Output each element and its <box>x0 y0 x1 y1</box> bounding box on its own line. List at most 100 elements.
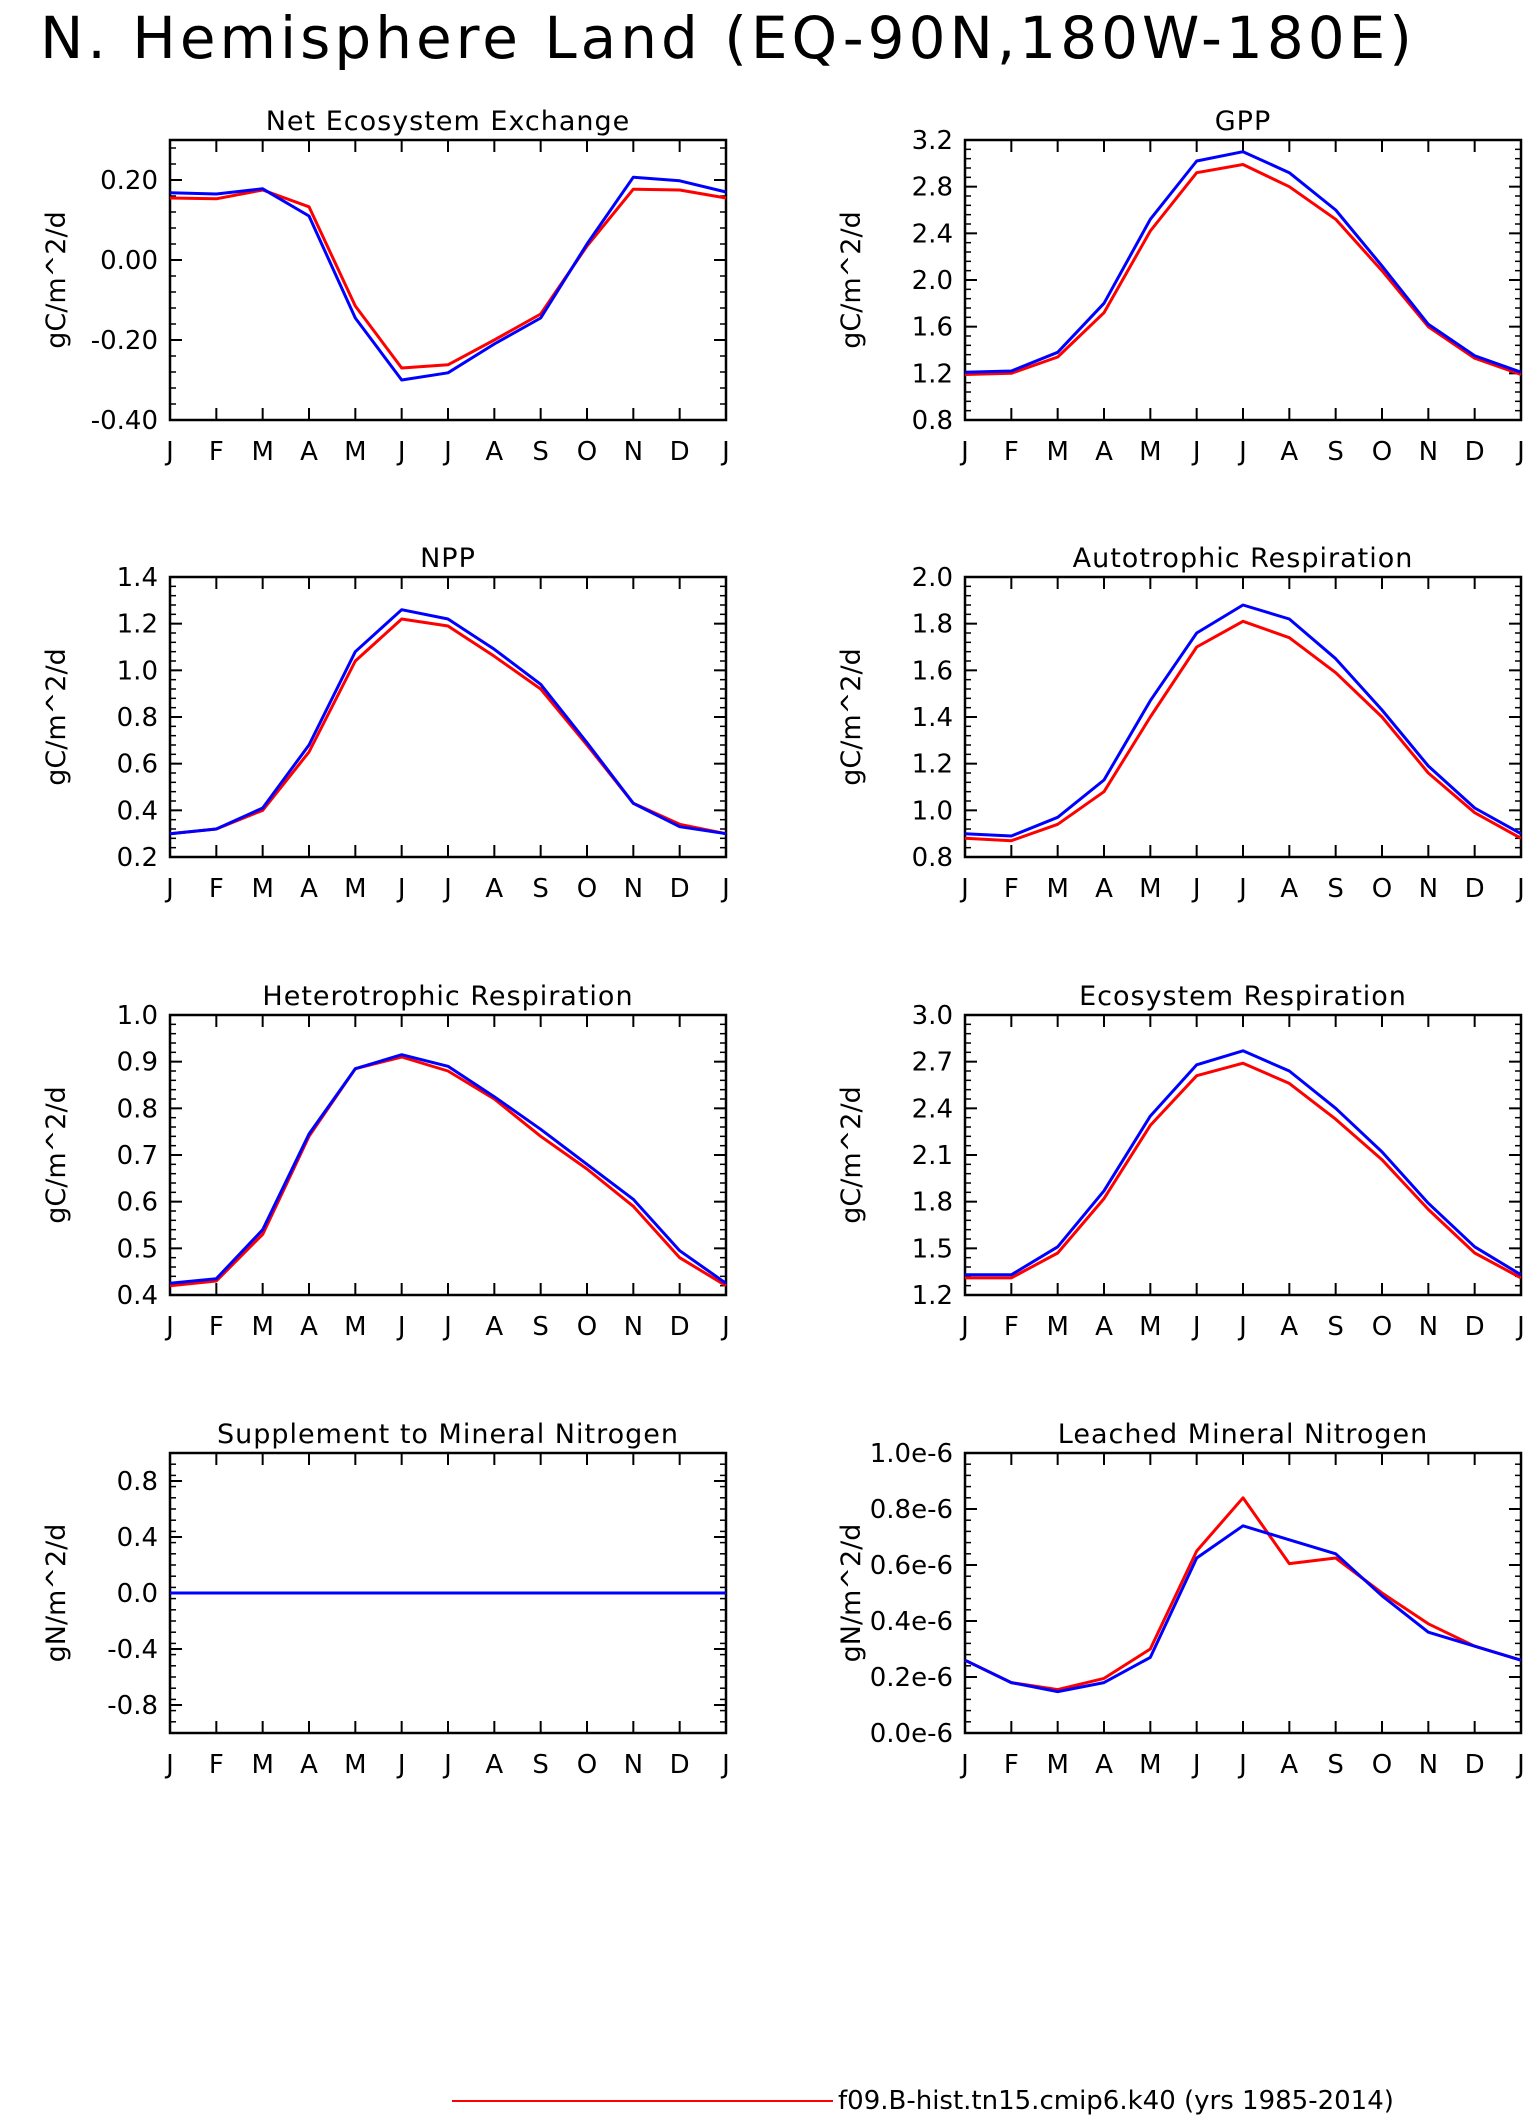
series-line-blue <box>169 608 727 836</box>
series-line-red <box>169 187 727 370</box>
x-tick-label: J <box>1515 437 1525 467</box>
x-tick-label: J <box>959 437 969 467</box>
legend-label: f09.B-hist.tn15.cmip6.k40 (yrs 1985-2014… <box>838 2086 1394 2116</box>
x-tick-label: O <box>1372 1750 1392 1780</box>
y-axis-label: gC/m^2/d <box>41 648 72 785</box>
x-tick-label: S <box>1327 437 1344 467</box>
x-tick-label: F <box>209 1750 224 1780</box>
y-axis-label: gC/m^2/d <box>836 211 867 348</box>
x-tick-label: F <box>1004 874 1019 904</box>
x-tick-label: M <box>1139 1312 1161 1342</box>
x-tick-label: J <box>1515 1312 1525 1342</box>
x-tick-label: A <box>300 874 318 904</box>
x-tick-label: D <box>670 1312 690 1342</box>
x-tick-label: J <box>1191 1750 1201 1780</box>
x-tick-label: F <box>209 437 224 467</box>
x-tick-label: M <box>1139 874 1161 904</box>
plot-frame <box>963 575 1523 859</box>
y-tick-label: 2.1 <box>912 1141 953 1171</box>
series-line-blue <box>169 1053 727 1285</box>
y-tick-label: 0.8 <box>117 1467 158 1497</box>
x-tick-label: J <box>442 1312 452 1342</box>
series-line-blue <box>965 1049 1522 1277</box>
x-tick-label: A <box>300 1750 318 1780</box>
x-tick-label: A <box>1280 874 1298 904</box>
x-tick-label: J <box>720 874 730 904</box>
series-line-red <box>965 1061 1522 1280</box>
x-tick-label: M <box>1139 437 1161 467</box>
x-tick-label: J <box>442 874 452 904</box>
y-tick-label: 1.5 <box>912 1234 953 1264</box>
y-tick-label: 0.20 <box>100 166 158 196</box>
y-tick-label: 2.4 <box>912 1094 953 1124</box>
x-tick-label: O <box>577 1750 597 1780</box>
y-tick-label: 3.2 <box>912 126 953 156</box>
x-tick-label: J <box>164 1312 174 1342</box>
y-tick-label: 2.7 <box>912 1048 953 1078</box>
series-line-blue <box>964 1524 1522 1694</box>
y-tick-label: -0.8 <box>107 1691 158 1721</box>
x-tick-label: M <box>344 1312 366 1342</box>
x-tick-label: M <box>344 437 366 467</box>
x-tick-label: J <box>1237 1750 1247 1780</box>
y-tick-label: 2.0 <box>912 563 953 593</box>
y-tick-label: 1.2 <box>912 1281 953 1311</box>
y-tick-label: 1.2 <box>912 359 953 389</box>
x-tick-label: J <box>1237 1312 1247 1342</box>
series-line-red <box>169 617 727 836</box>
x-tick-label: F <box>1004 437 1019 467</box>
x-tick-label: D <box>1465 1750 1485 1780</box>
x-tick-label: N <box>624 437 643 467</box>
x-tick-label: N <box>624 1750 643 1780</box>
x-tick-label: A <box>1095 874 1113 904</box>
y-tick-label: 0.4 <box>117 796 158 826</box>
y-tick-label: 0.5 <box>117 1234 158 1264</box>
x-tick-label: M <box>1046 1312 1068 1342</box>
x-tick-label: J <box>396 874 406 904</box>
x-tick-label: O <box>1372 437 1392 467</box>
x-tick-label: S <box>1327 1750 1344 1780</box>
series-line-blue <box>964 603 1522 838</box>
x-tick-label: J <box>1237 874 1247 904</box>
y-tick-label: 0.9 <box>117 1048 158 1078</box>
y-tick-label: 0.4 <box>117 1281 158 1311</box>
x-tick-label: D <box>670 874 690 904</box>
x-tick-label: A <box>1280 1312 1298 1342</box>
x-tick-label: N <box>1419 437 1438 467</box>
y-tick-label: 0.8 <box>117 703 158 733</box>
series-line-red <box>964 619 1522 843</box>
x-tick-label: A <box>300 1312 318 1342</box>
y-axis-label: gN/m^2/d <box>836 1524 867 1663</box>
x-tick-label: M <box>251 1312 273 1342</box>
chart-panel-5: Heterotrophic Respiration 0.4 0.5 0.6 0.7 0.8… <box>41 981 730 1342</box>
x-tick-label: M <box>344 1750 366 1780</box>
x-tick-label: N <box>1419 1312 1438 1342</box>
x-tick-label: N <box>624 874 643 904</box>
legend-line-swatch <box>452 2100 833 2102</box>
x-tick-label: A <box>485 1750 503 1780</box>
y-tick-label: -0.4 <box>107 1635 158 1665</box>
series-line-red <box>964 1496 1522 1692</box>
x-tick-label: J <box>959 874 969 904</box>
y-tick-label: -0.20 <box>91 326 158 356</box>
y-tick-label: 0.8 <box>912 406 953 436</box>
x-tick-label: A <box>1095 1750 1113 1780</box>
series-line-blue <box>169 175 727 382</box>
y-tick-label: 0.6 <box>117 1188 158 1218</box>
x-tick-label: A <box>485 1312 503 1342</box>
y-tick-label: 0.7 <box>117 1141 158 1171</box>
x-tick-label: O <box>1372 1312 1392 1342</box>
y-tick-label: 2.4 <box>912 219 953 249</box>
y-tick-label: 0.0 <box>117 1579 158 1609</box>
y-axis-label: gN/m^2/d <box>41 1524 72 1663</box>
x-tick-label: S <box>1327 874 1344 904</box>
plot-frame <box>168 1013 728 1297</box>
x-tick-label: S <box>532 874 549 904</box>
y-tick-label: 3.0 <box>912 1001 953 1031</box>
x-tick-label: J <box>164 874 174 904</box>
y-tick-label: 1.2 <box>117 610 158 640</box>
y-tick-label: 1.4 <box>912 703 953 733</box>
x-tick-label: A <box>1280 1750 1298 1780</box>
y-tick-label: 0.4e-6 <box>870 1607 953 1637</box>
